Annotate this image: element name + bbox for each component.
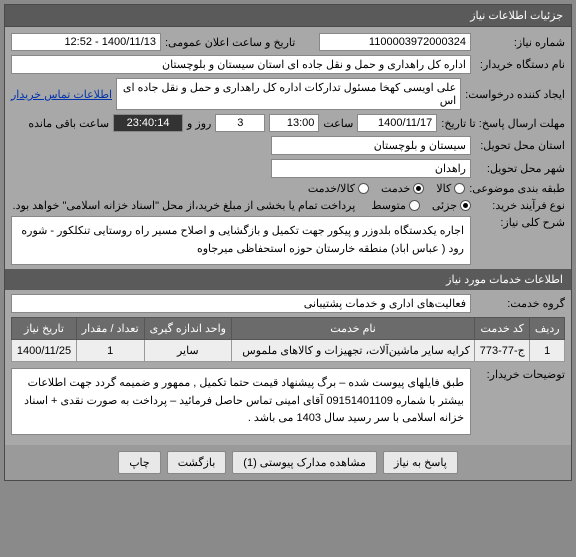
contact-link[interactable]: اطلاعات تماس خریدار <box>11 88 112 101</box>
services-header: اطلاعات خدمات مورد نیاز <box>5 269 571 290</box>
col-row-num: ردیف <box>530 318 565 340</box>
service-group-label: گروه خدمت: <box>475 297 565 310</box>
radio-goods-service[interactable]: کالا/خدمت <box>308 182 369 195</box>
buyer-org-label: نام دستگاه خریدار: <box>475 58 565 71</box>
time-label-1: ساعت <box>323 117 353 130</box>
radio-medium[interactable]: متوسط <box>371 199 420 212</box>
row-service-group: گروه خدمت: فعالیت‌های اداری و خدمات پشتی… <box>11 294 565 313</box>
general-desc-value: اجاره یکدستگاه بلدوزر و پیکور جهت تکمیل … <box>11 216 471 265</box>
announce-date-label: تاریخ و ساعت اعلان عمومی: <box>165 36 295 49</box>
radio-partial-label: جزئی <box>432 199 457 212</box>
radio-goods-service-label: کالا/خدمت <box>308 182 355 195</box>
need-number-value: 1100003972000324 <box>319 33 471 51</box>
panel-title: جزئیات اطلاعات نیاز <box>5 5 571 27</box>
table-header-row: ردیف کد خدمت نام خدمت واحد اندازه گیری ت… <box>12 318 565 340</box>
time-remaining-value: 23:40:14 <box>113 114 183 132</box>
panel-body: شماره نیاز: 1100003972000324 تاریخ و ساع… <box>5 27 571 445</box>
purchase-note: پرداخت تمام یا بخشی از مبلغ خرید،از محل … <box>13 199 356 212</box>
cell-row-num: 1 <box>530 340 565 362</box>
days-remaining-value: 3 <box>215 114 265 132</box>
radio-service-label: خدمت <box>381 182 410 195</box>
row-buyer-org: نام دستگاه خریدار: اداره کل راهداری و حم… <box>11 55 565 74</box>
attachments-button[interactable]: مشاهده مدارک پیوستی (1) <box>232 451 377 474</box>
radio-partial[interactable]: جزئی <box>432 199 471 212</box>
button-row: پاسخ به نیاز مشاهده مدارک پیوستی (1) باز… <box>5 445 571 480</box>
delivery-city-value: راهدان <box>271 159 471 178</box>
cell-service-name: کرایه سایر ماشین‌آلات، تجهیزات و کالاهای… <box>232 340 475 362</box>
col-service-code: کد خدمت <box>475 318 530 340</box>
cell-unit: سایر <box>144 340 232 362</box>
buyer-org-value: اداره کل راهداری و حمل و نقل جاده ای است… <box>11 55 471 74</box>
radio-circle-icon <box>358 183 369 194</box>
cell-qty: 1 <box>76 340 144 362</box>
days-label: روز و <box>187 117 211 130</box>
col-qty: تعداد / مقدار <box>76 318 144 340</box>
row-general-desc: شرح کلی نیاز: اجاره یکدستگاه بلدوزر و پی… <box>11 216 565 265</box>
delivery-city-label: شهر محل تحویل: <box>475 162 565 175</box>
row-delivery-province: استان محل تحویل: سیستان و بلوچستان <box>11 136 565 155</box>
need-details-panel: جزئیات اطلاعات نیاز شماره نیاز: 11000039… <box>4 4 572 481</box>
purchase-type-label: نوع فرآیند خرید: <box>475 199 565 212</box>
col-unit: واحد اندازه گیری <box>144 318 232 340</box>
row-requester: ایجاد کننده درخواست: علی اویسی کهخا مسئو… <box>11 78 565 110</box>
deadline-date-value: 1400/11/17 <box>357 114 437 132</box>
radio-circle-checked-icon <box>460 200 471 211</box>
deadline-time-value: 13:00 <box>269 114 319 132</box>
radio-circle-icon <box>409 200 420 211</box>
service-group-value: فعالیت‌های اداری و خدمات پشتیبانی <box>11 294 471 313</box>
requester-label: ایجاد کننده درخواست: <box>465 88 565 101</box>
subject-radio-group: کالا خدمت کالا/خدمت <box>308 182 465 195</box>
radio-circle-checked-icon <box>413 183 424 194</box>
row-buyer-notes: توضیحات خریدار: طبق فایلهای پیوست شده – … <box>11 368 565 435</box>
cell-need-date: 1400/11/25 <box>12 340 77 362</box>
deadline-label: مهلت ارسال پاسخ: تا تاریخ: <box>441 117 565 130</box>
radio-goods[interactable]: کالا <box>436 182 465 195</box>
row-delivery-city: شهر محل تحویل: راهدان <box>11 159 565 178</box>
print-button[interactable]: چاپ <box>118 451 161 474</box>
delivery-province-value: سیستان و بلوچستان <box>271 136 471 155</box>
table-row: 1 ج-77-773 کرایه سایر ماشین‌آلات، تجهیزا… <box>12 340 565 362</box>
announce-date-value: 1400/11/13 - 12:52 <box>11 33 161 51</box>
row-subject-class: طبقه بندی موضوعی: کالا خدمت کالا/خدمت <box>11 182 565 195</box>
reply-button[interactable]: پاسخ به نیاز <box>383 451 458 474</box>
radio-goods-label: کالا <box>436 182 451 195</box>
radio-circle-icon <box>454 183 465 194</box>
delivery-province-label: استان محل تحویل: <box>475 139 565 152</box>
remaining-label: ساعت باقی مانده <box>28 117 109 130</box>
buyer-notes-value: طبق فایلهای پیوست شده – برگ پیشنهاد قیمت… <box>11 368 471 435</box>
col-service-name: نام خدمت <box>232 318 475 340</box>
purchase-radio-group: جزئی متوسط <box>371 199 471 212</box>
services-table: ردیف کد خدمت نام خدمت واحد اندازه گیری ت… <box>11 317 565 362</box>
row-purchase-type: نوع فرآیند خرید: جزئی متوسط پرداخت تمام … <box>11 199 565 212</box>
need-number-label: شماره نیاز: <box>475 36 565 49</box>
back-button[interactable]: بازگشت <box>167 451 227 474</box>
general-desc-label: شرح کلی نیاز: <box>475 216 565 229</box>
row-deadline: مهلت ارسال پاسخ: تا تاریخ: 1400/11/17 سا… <box>11 114 565 132</box>
buyer-notes-label: توضیحات خریدار: <box>475 368 565 381</box>
requester-value: علی اویسی کهخا مسئول تدارکات اداره کل را… <box>116 78 461 110</box>
radio-service[interactable]: خدمت <box>381 182 424 195</box>
row-need-number: شماره نیاز: 1100003972000324 تاریخ و ساع… <box>11 33 565 51</box>
subject-class-label: طبقه بندی موضوعی: <box>469 182 565 195</box>
radio-medium-label: متوسط <box>371 199 406 212</box>
cell-service-code: ج-77-773 <box>475 340 530 362</box>
col-need-date: تاریخ نیاز <box>12 318 77 340</box>
